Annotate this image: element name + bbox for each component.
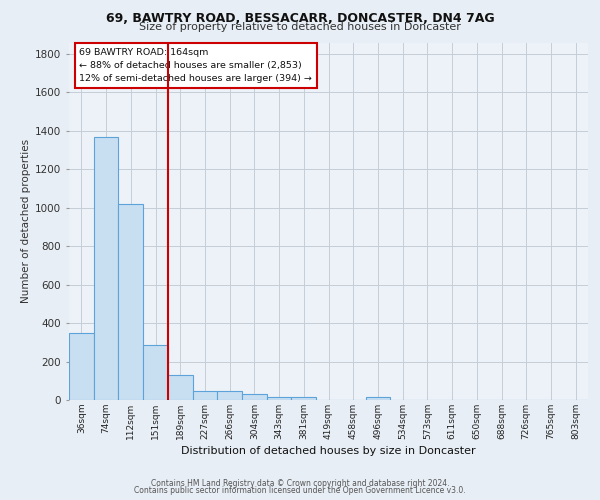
- Text: Contains HM Land Registry data © Crown copyright and database right 2024.: Contains HM Land Registry data © Crown c…: [151, 478, 449, 488]
- Bar: [242, 394, 267, 400]
- Bar: [94, 136, 118, 400]
- Text: 69 BAWTRY ROAD: 164sqm
← 88% of detached houses are smaller (2,853)
12% of semi-: 69 BAWTRY ROAD: 164sqm ← 88% of detached…: [79, 48, 312, 84]
- Bar: [69, 332, 94, 400]
- Y-axis label: Number of detached properties: Number of detached properties: [21, 139, 31, 304]
- Bar: [267, 396, 292, 400]
- Bar: [365, 396, 390, 400]
- X-axis label: Distribution of detached houses by size in Doncaster: Distribution of detached houses by size …: [181, 446, 476, 456]
- Bar: [217, 392, 242, 400]
- Bar: [168, 375, 193, 400]
- Text: 69, BAWTRY ROAD, BESSACARR, DONCASTER, DN4 7AG: 69, BAWTRY ROAD, BESSACARR, DONCASTER, D…: [106, 12, 494, 26]
- Bar: [292, 398, 316, 400]
- Text: Size of property relative to detached houses in Doncaster: Size of property relative to detached ho…: [139, 22, 461, 32]
- Bar: [143, 345, 168, 400]
- Bar: [193, 392, 217, 400]
- Bar: [118, 204, 143, 400]
- Text: Contains public sector information licensed under the Open Government Licence v3: Contains public sector information licen…: [134, 486, 466, 495]
